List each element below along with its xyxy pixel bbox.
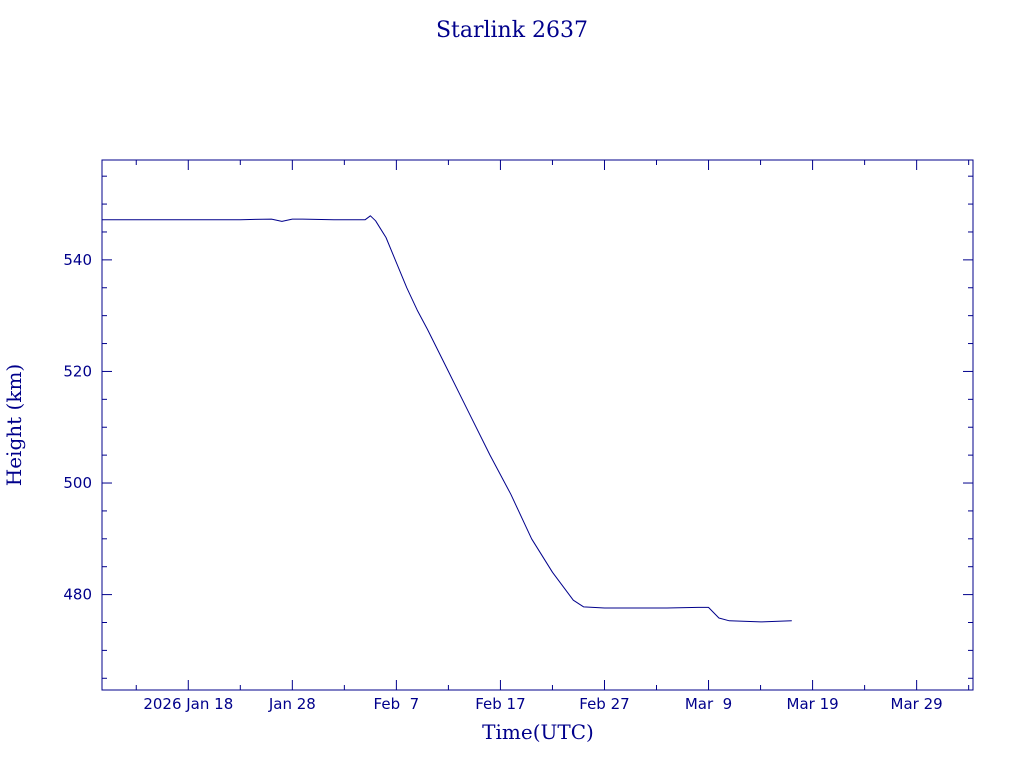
x-tick-label: 2026 Jan 18 — [143, 695, 233, 713]
x-tick-label: Feb 7 — [374, 695, 420, 713]
plot-frame — [101, 159, 974, 691]
x-axis-label: Time(UTC) — [482, 720, 594, 744]
x-tick-label: Feb 27 — [579, 695, 629, 713]
y-axis-label: Height (km) — [2, 364, 26, 486]
y-tick-label: 520 — [63, 362, 92, 380]
x-tick-label: Mar 29 — [891, 695, 943, 713]
y-tick-label: 480 — [63, 586, 92, 604]
y-tick-label: 540 — [63, 251, 92, 269]
axis-ticks — [102, 160, 973, 690]
x-tick-label: Feb 17 — [475, 695, 525, 713]
x-tick-label: Mar 19 — [787, 695, 839, 713]
height-series-line — [102, 215, 792, 623]
y-tick-label: 500 — [63, 474, 92, 492]
x-tick-label: Jan 28 — [268, 695, 316, 713]
x-tick-label: Mar 9 — [685, 695, 732, 713]
chart-title: Starlink 2637 — [436, 18, 588, 43]
axis-tick-labels: 2026 Jan 18 Jan 28 Feb 7 Feb 17 Feb 27 Mar 9 M… — [63, 251, 942, 713]
